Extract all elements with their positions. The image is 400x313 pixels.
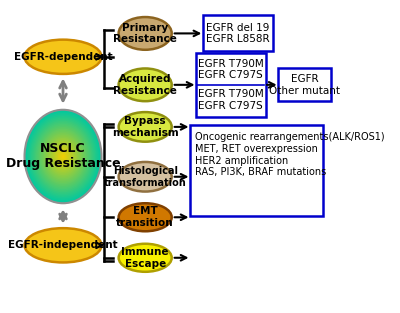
Text: EMT
transition: EMT transition: [116, 207, 174, 228]
FancyBboxPatch shape: [202, 16, 273, 51]
Ellipse shape: [48, 138, 78, 175]
Text: Primary
Resistance: Primary Resistance: [113, 23, 177, 44]
Ellipse shape: [119, 244, 172, 272]
Ellipse shape: [119, 17, 172, 50]
Ellipse shape: [40, 128, 86, 185]
Ellipse shape: [42, 131, 84, 182]
Ellipse shape: [53, 144, 73, 169]
Ellipse shape: [24, 228, 102, 262]
Ellipse shape: [59, 152, 67, 161]
Ellipse shape: [31, 118, 95, 195]
Ellipse shape: [60, 153, 66, 160]
Ellipse shape: [46, 136, 80, 177]
Text: Histological
transformation: Histological transformation: [104, 166, 186, 187]
Ellipse shape: [54, 146, 72, 167]
Ellipse shape: [56, 149, 70, 164]
Ellipse shape: [28, 115, 98, 198]
Ellipse shape: [36, 124, 90, 189]
Ellipse shape: [50, 141, 76, 172]
Ellipse shape: [119, 69, 172, 101]
Ellipse shape: [26, 111, 100, 202]
Ellipse shape: [35, 122, 91, 191]
Ellipse shape: [34, 121, 92, 192]
Ellipse shape: [37, 125, 89, 188]
Ellipse shape: [45, 135, 81, 178]
Ellipse shape: [44, 133, 82, 180]
Ellipse shape: [62, 155, 64, 158]
FancyBboxPatch shape: [196, 53, 266, 117]
Text: EGFR T790M
EGFR C797S: EGFR T790M EGFR C797S: [198, 59, 264, 80]
FancyBboxPatch shape: [278, 69, 331, 101]
Text: Acquired
Resistance: Acquired Resistance: [113, 74, 177, 96]
Ellipse shape: [119, 162, 172, 192]
Text: EGFR
Other mutant: EGFR Other mutant: [269, 74, 340, 96]
Ellipse shape: [119, 112, 172, 142]
Ellipse shape: [55, 147, 71, 166]
Text: Oncogenic rearrangements(ALK/ROS1)
MET, RET overexpression
HER2 amplification
RA: Oncogenic rearrangements(ALK/ROS1) MET, …: [195, 132, 384, 177]
Ellipse shape: [41, 130, 85, 183]
Ellipse shape: [30, 116, 96, 197]
Ellipse shape: [24, 110, 102, 203]
FancyBboxPatch shape: [190, 125, 323, 217]
Text: EGFR-dependent: EGFR-dependent: [14, 52, 112, 62]
Ellipse shape: [52, 142, 74, 171]
Ellipse shape: [119, 203, 172, 231]
Text: EGFR-independent: EGFR-independent: [8, 240, 118, 250]
Ellipse shape: [39, 127, 88, 186]
Text: EGFR del 19
EGFR L858R: EGFR del 19 EGFR L858R: [206, 23, 270, 44]
Ellipse shape: [24, 40, 102, 74]
Text: EGFR T790M
EGFR C797S: EGFR T790M EGFR C797S: [198, 89, 264, 111]
Ellipse shape: [49, 139, 77, 174]
Text: NSCLC
Drug Resistance: NSCLC Drug Resistance: [6, 142, 120, 171]
Text: Immune
Escape: Immune Escape: [122, 247, 169, 269]
Ellipse shape: [32, 119, 94, 194]
Ellipse shape: [27, 113, 99, 200]
Text: Bypass
mechanism: Bypass mechanism: [112, 116, 178, 138]
Ellipse shape: [58, 150, 68, 163]
